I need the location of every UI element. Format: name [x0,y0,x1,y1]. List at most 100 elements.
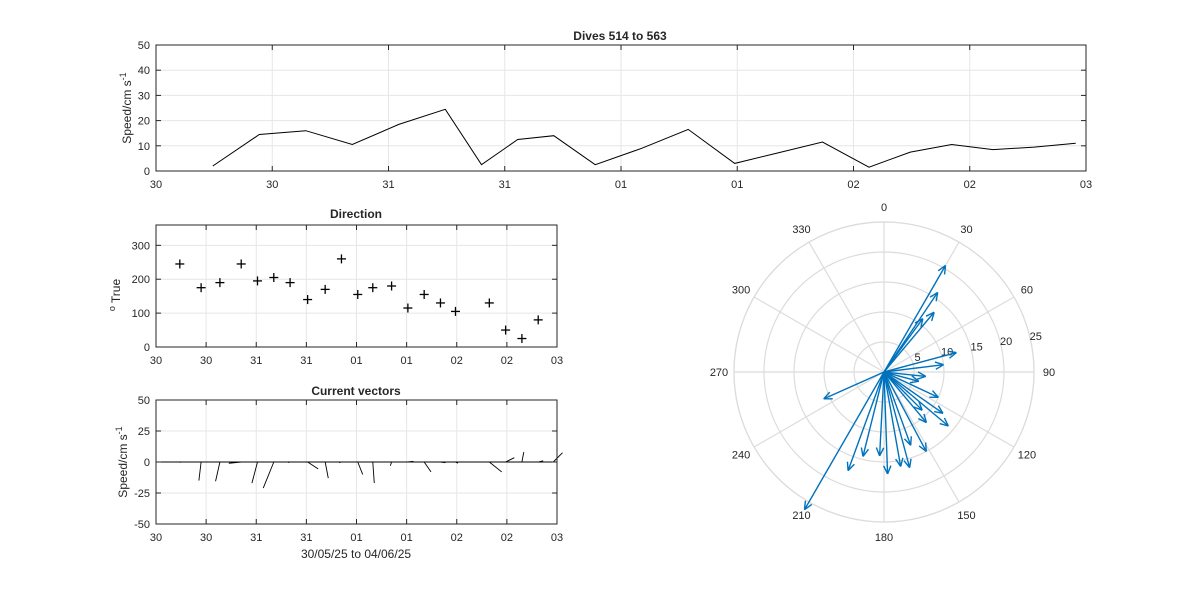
polar-vector [883,350,957,373]
vector-stick [521,451,525,463]
polar-vector-shaft [883,371,927,424]
polar-angle-label: 180 [875,532,893,544]
direction-point [353,289,363,299]
direction-point [435,298,445,308]
speed-xtick-label: 31 [382,179,394,191]
speed-ytick-label: 40 [138,65,150,77]
polar-vector [883,371,944,414]
direction-markers [175,254,543,344]
speed-ticks: 30 30 31 31 01 01 02 02 03 0 10 20 30 40 50 [138,40,1092,191]
polar-vector-head-right [935,292,939,302]
polar-vector-head-left [899,457,904,467]
polar-vector-head-left [931,390,939,398]
polar-angle-label: 60 [1021,285,1033,297]
polar-vector-head-right [916,375,926,380]
speed-xtick-label: 01 [615,179,627,191]
vector-stick [389,461,393,466]
polar-vector-head-right [939,422,949,427]
polar-vector-head-left [923,413,928,423]
polar-vector-shaft [878,371,885,456]
polar-vector-head-left [911,375,920,382]
polar-radius-label: 5 [914,352,920,364]
polar-vector-shaft [883,371,911,468]
direction-xtick-label: 31 [250,355,262,367]
vectors-xtick-label: 03 [551,532,563,544]
polar-vector-head-right [823,391,831,400]
direction-point [387,281,397,291]
polar-radius-label: 15 [971,341,983,353]
direction-title: Direction [330,207,382,221]
vector-stick [198,461,202,481]
polar-grid-spoke [883,371,1015,448]
direction-ylabel-text: True [109,279,123,304]
polar-vector-head-right [875,447,881,457]
polar-radius-label: 25 [1030,331,1042,343]
polar-vector [883,371,920,384]
direction-ytick-label: 200 [132,274,150,286]
vectors-xtick-label: 01 [350,532,362,544]
direction-xtick-label: 31 [300,355,312,367]
polar-vector-head-left [925,311,935,317]
polar-vector-shaft [883,265,947,373]
polar-vector-shaft [883,371,939,398]
direction-ytick-label: 300 [132,240,150,252]
polar-vector-head-right [949,352,957,359]
polar-vector [803,371,885,511]
direction-point [215,278,225,288]
polar-vector-shaft [883,371,902,467]
direction-axes: 30 30 31 31 01 01 02 02 03 0 100 200 300 Direction o… [107,207,563,367]
direction-ytick-label: 0 [144,342,150,354]
polar-vector [883,317,924,373]
polar-vector-head-right [930,312,935,322]
polar-vector-head-left [929,291,939,298]
vectors-ticks: 30 30 31 31 01 01 02 02 03 -50 -25 0 25 50 [134,395,563,544]
polar-vector-head-left [886,465,892,475]
polar-vector-head-right [934,410,944,414]
polar-vector-head-left [909,436,913,446]
speed-series-line [212,108,1076,168]
polar-grid-spoke [883,296,1015,373]
direction-point [368,283,378,293]
vector-stick [372,461,375,484]
polar-vector-head-left [862,448,870,457]
vectors-xtick-label: 02 [501,532,513,544]
vector-stick [423,461,432,473]
polar-vector [883,371,904,467]
polar-vector-shaft [883,363,944,373]
polar-vector-head-right [920,318,924,328]
polar-vector-head-right [895,458,902,467]
polar-vector-head-left [908,458,912,468]
speed-axes: 30 30 31 31 01 01 02 02 03 0 10 20 30 40 50 Dives 514 … [118,29,1092,191]
vectors-ytick-label: 50 [138,395,150,407]
polar-angle-label: 210 [792,510,810,522]
vector-stick [262,461,275,489]
direction-point [336,254,346,264]
vectors-xtick-label: 30 [150,532,162,544]
direction-point [517,334,527,344]
polar-vector-head-right [860,447,864,457]
direction-point [450,306,460,316]
direction-xtick-label: 02 [501,355,513,367]
vector-stick [505,457,515,463]
direction-point [419,289,429,299]
polar-vector-head-left [934,361,944,366]
vectors-xtick-label: 02 [451,532,463,544]
polar-vector-head-right [943,265,947,275]
polar-grid [733,221,1035,523]
polar-vector-head-left [943,417,949,427]
polar-vectors [803,264,957,511]
polar-vector-head-left [847,463,855,472]
direction-point [175,259,185,269]
speed-ytick-label: 0 [144,166,150,178]
vector-stick [324,461,329,479]
direction-point [484,298,494,308]
polar-vector [883,371,949,427]
polar-vector [883,361,944,373]
vectors-ytick-label: -25 [134,488,150,500]
direction-xtick-label: 30 [150,355,162,367]
speed-ytick-label: 10 [138,141,150,153]
polar-vector-head-right [846,461,849,471]
